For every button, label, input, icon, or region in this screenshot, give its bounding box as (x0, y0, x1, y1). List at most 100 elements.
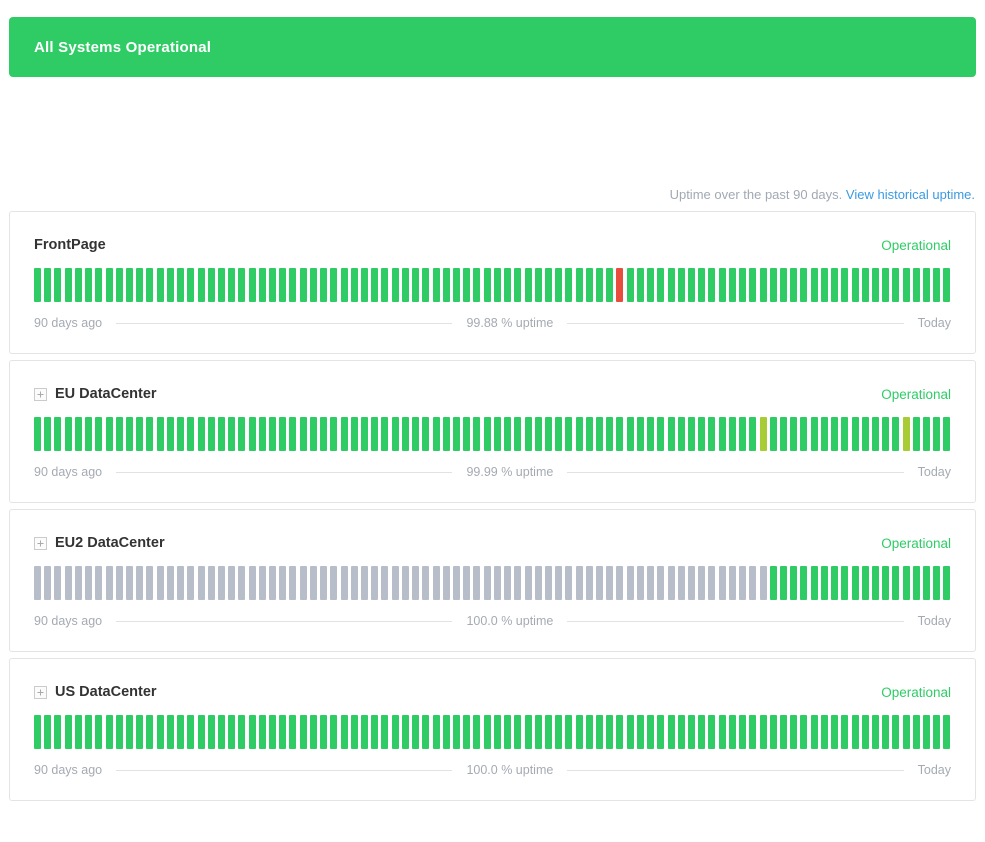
uptime-bar[interactable] (381, 268, 388, 302)
uptime-bar[interactable] (177, 417, 184, 451)
uptime-bar[interactable] (821, 715, 828, 749)
uptime-bar[interactable] (341, 417, 348, 451)
uptime-bar[interactable] (177, 268, 184, 302)
uptime-bar[interactable] (54, 268, 61, 302)
uptime-bar[interactable] (422, 566, 429, 600)
uptime-bar[interactable] (545, 268, 552, 302)
uptime-bar[interactable] (463, 417, 470, 451)
uptime-bar[interactable] (800, 715, 807, 749)
uptime-bar[interactable] (463, 268, 470, 302)
uptime-bar[interactable] (433, 417, 440, 451)
uptime-bar[interactable] (668, 268, 675, 302)
expand-icon[interactable] (34, 686, 47, 699)
uptime-bar[interactable] (760, 715, 767, 749)
uptime-bar[interactable] (157, 268, 164, 302)
uptime-bar[interactable] (708, 417, 715, 451)
uptime-bar[interactable] (95, 715, 102, 749)
uptime-bar[interactable] (381, 417, 388, 451)
uptime-bar[interactable] (208, 417, 215, 451)
uptime-bar[interactable] (249, 417, 256, 451)
uptime-bar[interactable] (637, 268, 644, 302)
uptime-bar[interactable] (678, 417, 685, 451)
uptime-bar[interactable] (596, 268, 603, 302)
uptime-bar[interactable] (913, 715, 920, 749)
uptime-bar[interactable] (330, 268, 337, 302)
uptime-bar[interactable] (269, 268, 276, 302)
uptime-bar[interactable] (525, 268, 532, 302)
uptime-bar[interactable] (555, 417, 562, 451)
uptime-bar[interactable] (688, 566, 695, 600)
uptime-bar[interactable] (34, 417, 41, 451)
uptime-bar[interactable] (913, 417, 920, 451)
uptime-bar[interactable] (913, 268, 920, 302)
uptime-bar[interactable] (565, 268, 572, 302)
uptime-bar[interactable] (126, 268, 133, 302)
uptime-bar[interactable] (821, 268, 828, 302)
uptime-bar[interactable] (841, 268, 848, 302)
uptime-bar[interactable] (320, 417, 327, 451)
uptime-bar[interactable] (780, 417, 787, 451)
uptime-bar[interactable] (811, 566, 818, 600)
uptime-bar[interactable] (402, 417, 409, 451)
uptime-bar[interactable] (892, 715, 899, 749)
uptime-bar[interactable] (494, 417, 501, 451)
uptime-bar[interactable] (749, 417, 756, 451)
uptime-bar[interactable] (330, 566, 337, 600)
uptime-bar[interactable] (34, 566, 41, 600)
uptime-bar[interactable] (361, 715, 368, 749)
uptime-bar[interactable] (361, 566, 368, 600)
uptime-bar[interactable] (565, 417, 572, 451)
uptime-bar[interactable] (637, 417, 644, 451)
view-historical-uptime-link[interactable]: View historical uptime. (846, 187, 975, 202)
uptime-bar[interactable] (647, 417, 654, 451)
uptime-bar[interactable] (75, 417, 82, 451)
uptime-bar[interactable] (259, 268, 266, 302)
uptime-bar[interactable] (933, 268, 940, 302)
uptime-bar[interactable] (34, 268, 41, 302)
uptime-bar[interactable] (862, 417, 869, 451)
uptime-bar[interactable] (596, 566, 603, 600)
uptime-bar[interactable] (392, 268, 399, 302)
uptime-bar[interactable] (381, 566, 388, 600)
uptime-bar[interactable] (729, 417, 736, 451)
uptime-bar[interactable] (719, 715, 726, 749)
uptime-bar[interactable] (381, 715, 388, 749)
uptime-bar[interactable] (535, 566, 542, 600)
uptime-bar[interactable] (453, 715, 460, 749)
uptime-bar[interactable] (514, 715, 521, 749)
uptime-bar[interactable] (473, 566, 480, 600)
uptime-bar[interactable] (167, 715, 174, 749)
uptime-bar[interactable] (249, 566, 256, 600)
uptime-bar[interactable] (668, 566, 675, 600)
uptime-bar[interactable] (882, 715, 889, 749)
uptime-bar[interactable] (157, 566, 164, 600)
uptime-bar[interactable] (616, 268, 623, 302)
uptime-bar[interactable] (289, 268, 296, 302)
uptime-bar[interactable] (719, 417, 726, 451)
uptime-bar[interactable] (504, 417, 511, 451)
uptime-bar[interactable] (943, 268, 950, 302)
uptime-bar[interactable] (279, 715, 286, 749)
uptime-bar[interactable] (576, 417, 583, 451)
uptime-bar[interactable] (44, 417, 51, 451)
uptime-bar[interactable] (708, 268, 715, 302)
uptime-bar[interactable] (760, 417, 767, 451)
uptime-bar[interactable] (198, 417, 205, 451)
uptime-bar[interactable] (238, 715, 245, 749)
uptime-bar[interactable] (279, 417, 286, 451)
uptime-bar[interactable] (494, 715, 501, 749)
uptime-bar[interactable] (361, 268, 368, 302)
uptime-bar[interactable] (85, 268, 92, 302)
uptime-bar[interactable] (903, 715, 910, 749)
uptime-bar[interactable] (739, 566, 746, 600)
uptime-bar[interactable] (75, 566, 82, 600)
uptime-bar[interactable] (238, 417, 245, 451)
uptime-bar[interactable] (647, 566, 654, 600)
uptime-bar[interactable] (606, 417, 613, 451)
uptime-bar[interactable] (218, 566, 225, 600)
uptime-bar[interactable] (453, 417, 460, 451)
uptime-bar[interactable] (157, 715, 164, 749)
uptime-bar[interactable] (606, 715, 613, 749)
uptime-bar[interactable] (341, 566, 348, 600)
uptime-bar[interactable] (525, 715, 532, 749)
